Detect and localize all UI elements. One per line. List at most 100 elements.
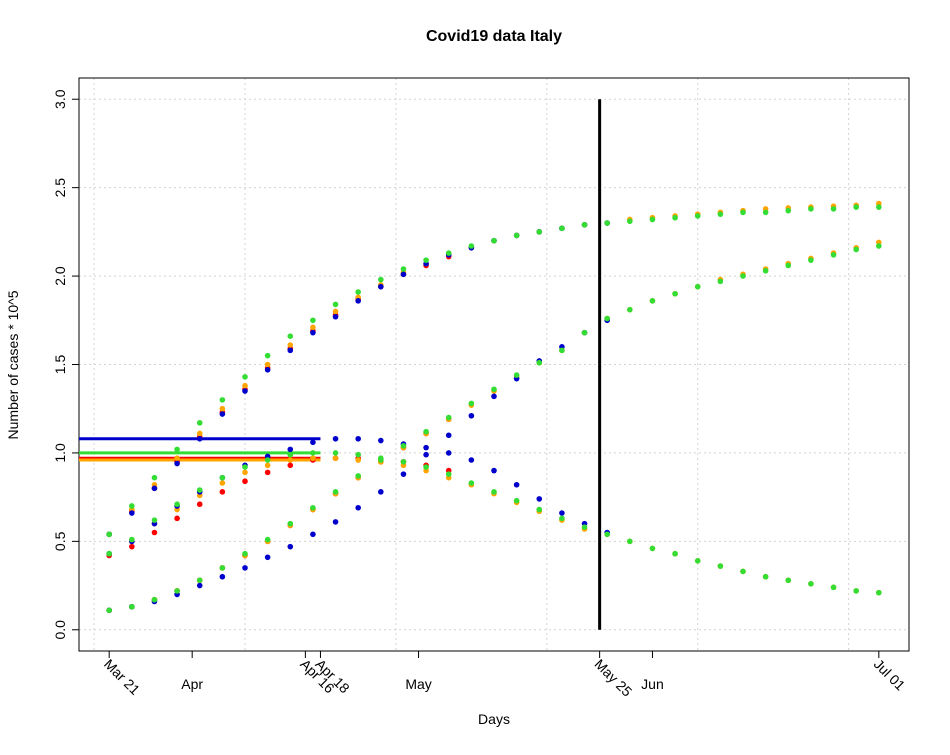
data-point (491, 467, 497, 474)
data-point (264, 361, 271, 368)
data-point (310, 455, 316, 462)
data-point (830, 584, 837, 591)
data-point (513, 232, 520, 239)
data-point (332, 519, 339, 525)
data-point (853, 204, 859, 210)
data-point (378, 489, 384, 495)
data-point (355, 473, 361, 479)
data-point (717, 211, 724, 217)
data-point (310, 324, 316, 331)
x-tick-label: Jun (641, 676, 664, 692)
data-point (717, 563, 724, 569)
data-point (536, 359, 543, 366)
data-point (423, 451, 429, 458)
data-point (242, 469, 248, 476)
data-point (785, 207, 792, 214)
data-point (559, 515, 565, 522)
data-point (174, 501, 180, 508)
data-point (287, 451, 294, 458)
data-point (151, 485, 158, 492)
data-point (151, 596, 158, 603)
data-point (264, 462, 271, 469)
data-point (287, 457, 294, 463)
data-point (174, 515, 180, 522)
data-point (536, 496, 543, 502)
data-point (830, 252, 837, 258)
data-point (808, 257, 814, 263)
data-point (604, 531, 610, 538)
data-point (106, 550, 112, 557)
chart-title: Covid19 data Italy (426, 28, 562, 45)
data-point (445, 450, 452, 456)
data-point (242, 550, 248, 557)
data-point (762, 209, 769, 216)
data-point (672, 214, 678, 221)
data-point (581, 329, 588, 336)
data-point (264, 457, 271, 463)
data-point (287, 543, 294, 550)
y-tick-label: 3.0 (52, 89, 68, 109)
data-point (378, 455, 384, 462)
data-point (513, 497, 520, 504)
data-point (808, 206, 814, 212)
data-point (400, 443, 407, 449)
data-point (151, 517, 158, 523)
data-point (445, 432, 452, 439)
data-point (264, 554, 271, 561)
data-point (332, 450, 339, 456)
data-point (445, 471, 452, 477)
data-point (830, 206, 837, 212)
data-point (853, 588, 859, 594)
data-point (423, 444, 429, 451)
data-point (762, 573, 769, 580)
data-point (513, 372, 520, 378)
data-point (174, 455, 180, 462)
data-point (423, 257, 429, 263)
data-point (785, 577, 792, 584)
data-point (196, 430, 203, 437)
x-tick-label: May (405, 676, 431, 692)
data-point (400, 471, 407, 477)
data-point (378, 283, 384, 290)
data-point (355, 289, 361, 295)
data-point (876, 243, 882, 249)
data-point (332, 301, 339, 308)
data-point (332, 435, 339, 442)
data-point (378, 276, 384, 283)
data-point (355, 435, 361, 442)
data-point (332, 489, 339, 495)
data-point (242, 478, 248, 485)
data-point (129, 503, 135, 509)
x-axis-label: Days (478, 711, 510, 727)
data-point (740, 273, 746, 279)
data-point (196, 501, 203, 508)
data-point (332, 313, 339, 320)
y-tick-label: 0.0 (52, 620, 68, 640)
data-point (672, 290, 678, 297)
data-point (808, 580, 814, 587)
data-point (378, 437, 384, 444)
data-point (310, 531, 316, 538)
data-point (400, 458, 407, 465)
data-point (536, 506, 543, 513)
data-point (491, 489, 497, 495)
data-point (717, 278, 724, 285)
x-tick-label: Apr (181, 676, 203, 692)
data-point (468, 243, 475, 249)
data-point (649, 216, 656, 223)
data-point (242, 382, 248, 389)
data-point (219, 565, 226, 571)
data-point (196, 582, 203, 589)
data-point (604, 220, 610, 226)
data-point (287, 462, 294, 469)
data-point (672, 550, 678, 557)
data-point (106, 607, 112, 614)
data-point (445, 414, 452, 421)
data-point (242, 565, 248, 571)
data-point (604, 315, 610, 322)
data-point (129, 543, 135, 550)
data-point (196, 487, 203, 493)
data-point (627, 218, 633, 225)
data-point (310, 329, 316, 336)
